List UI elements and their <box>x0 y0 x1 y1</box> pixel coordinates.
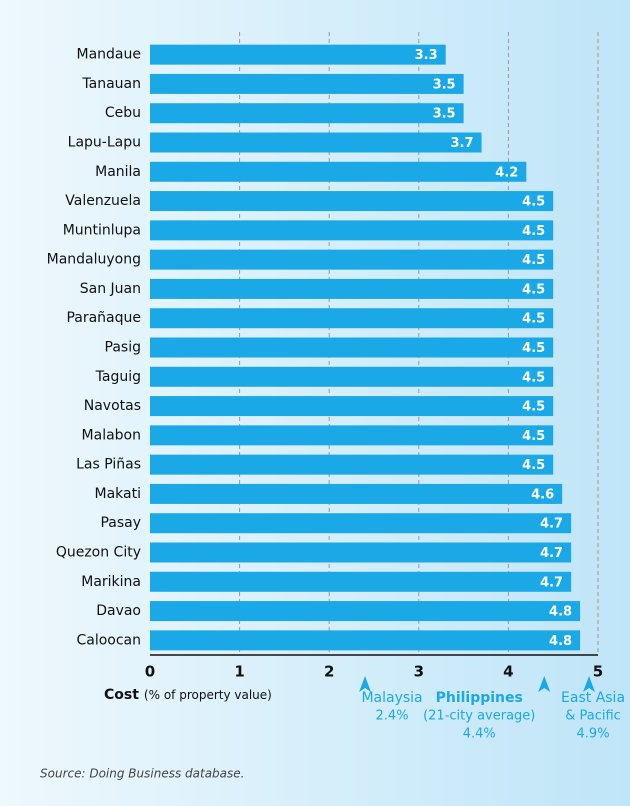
y-tick-label: Tanauan <box>81 76 141 92</box>
data-label: 3.5 <box>433 77 456 92</box>
x-axis-label-bold: Cost <box>104 687 139 703</box>
x-tick-label: 0 <box>145 663 155 681</box>
data-label: 4.5 <box>522 341 545 356</box>
bar <box>150 278 554 299</box>
y-tick-label: Mandaluyong <box>47 252 141 268</box>
x-tick-label: 5 <box>593 663 603 681</box>
bar <box>150 396 554 417</box>
x-tick-label: 3 <box>414 663 424 681</box>
y-tick-label: Taguig <box>95 369 141 385</box>
data-label: 4.6 <box>531 487 554 502</box>
bar <box>150 44 446 65</box>
data-label: 4.5 <box>522 224 545 239</box>
bar <box>150 249 554 270</box>
bar <box>150 132 482 153</box>
data-label: 4.5 <box>522 312 545 327</box>
y-tick-label: Navotas <box>84 398 141 414</box>
bar <box>150 191 554 212</box>
annotation-label: Philippines <box>436 690 523 706</box>
x-tick-label: 2 <box>324 663 334 681</box>
y-tick-label: Quezon City <box>56 545 141 561</box>
bar <box>150 571 572 592</box>
data-label: 4.7 <box>540 546 563 561</box>
marker <box>583 676 596 692</box>
marker <box>359 676 372 692</box>
y-tick-label: Caloocan <box>76 632 141 648</box>
bar <box>150 483 563 504</box>
x-tick-label: 1 <box>234 663 244 681</box>
annotation-label: East Asia <box>561 690 625 706</box>
data-label: 3.5 <box>433 107 456 122</box>
y-tick-label: Mandaue <box>77 47 141 63</box>
bar <box>150 161 527 182</box>
bar <box>150 366 554 387</box>
data-label: 4.5 <box>522 429 545 444</box>
y-tick-label: Las Piñas <box>76 457 141 473</box>
y-tick-label: Makati <box>95 486 141 502</box>
y-tick-label: Valenzuela <box>65 193 141 209</box>
y-tick-label: Manila <box>95 164 141 180</box>
bar <box>150 103 464 124</box>
annotation-value: 2.4% <box>376 709 409 724</box>
bar <box>150 425 554 446</box>
data-label: 4.8 <box>549 605 572 620</box>
y-tick-label: Pasay <box>100 515 141 531</box>
x-tick-label: 4 <box>503 663 513 681</box>
annotation-label: & Pacific <box>565 709 621 724</box>
y-tick-label: Davao <box>96 603 141 619</box>
data-label: 4.5 <box>522 458 545 473</box>
x-axis-label: Cost (% of property value) <box>104 687 272 703</box>
y-tick-label: Lapu-Lapu <box>68 135 141 151</box>
source: Source: Doing Business database. <box>40 767 244 781</box>
marker <box>538 676 551 692</box>
bar <box>150 73 464 94</box>
data-label: 4.7 <box>540 575 563 590</box>
data-label: 4.8 <box>549 634 572 649</box>
y-tick-label: Marikina <box>81 574 141 590</box>
bar <box>150 601 581 622</box>
data-label: 4.7 <box>540 517 563 532</box>
data-label: 3.7 <box>450 136 473 151</box>
bar <box>150 308 554 329</box>
data-label: 4.5 <box>522 195 545 210</box>
y-tick-label: San Juan <box>80 281 141 297</box>
y-tick-label: Malabon <box>82 427 141 443</box>
data-label: 4.5 <box>522 370 545 385</box>
bar <box>150 220 554 241</box>
y-tick-label: Parañaque <box>66 310 141 326</box>
data-label: 3.3 <box>415 48 438 63</box>
annotation-label: Malaysia <box>361 690 422 706</box>
data-label: 4.5 <box>522 282 545 297</box>
y-tick-label: Cebu <box>105 105 141 121</box>
bar <box>150 542 572 563</box>
annotation-value: 4.4% <box>463 727 496 742</box>
bar <box>150 513 572 534</box>
bar <box>150 337 554 358</box>
x-axis-label-rest: (% of property value) <box>144 688 272 702</box>
annotation-label: (21-city average) <box>423 709 535 724</box>
data-label: 4.5 <box>522 253 545 268</box>
data-label: 4.5 <box>522 400 545 415</box>
annotation-value: 4.9% <box>577 727 610 742</box>
bar <box>150 454 554 475</box>
data-label: 4.2 <box>495 165 518 180</box>
y-tick-label: Muntinlupa <box>63 222 141 238</box>
bar <box>150 630 581 651</box>
y-tick-label: Pasig <box>105 340 141 356</box>
